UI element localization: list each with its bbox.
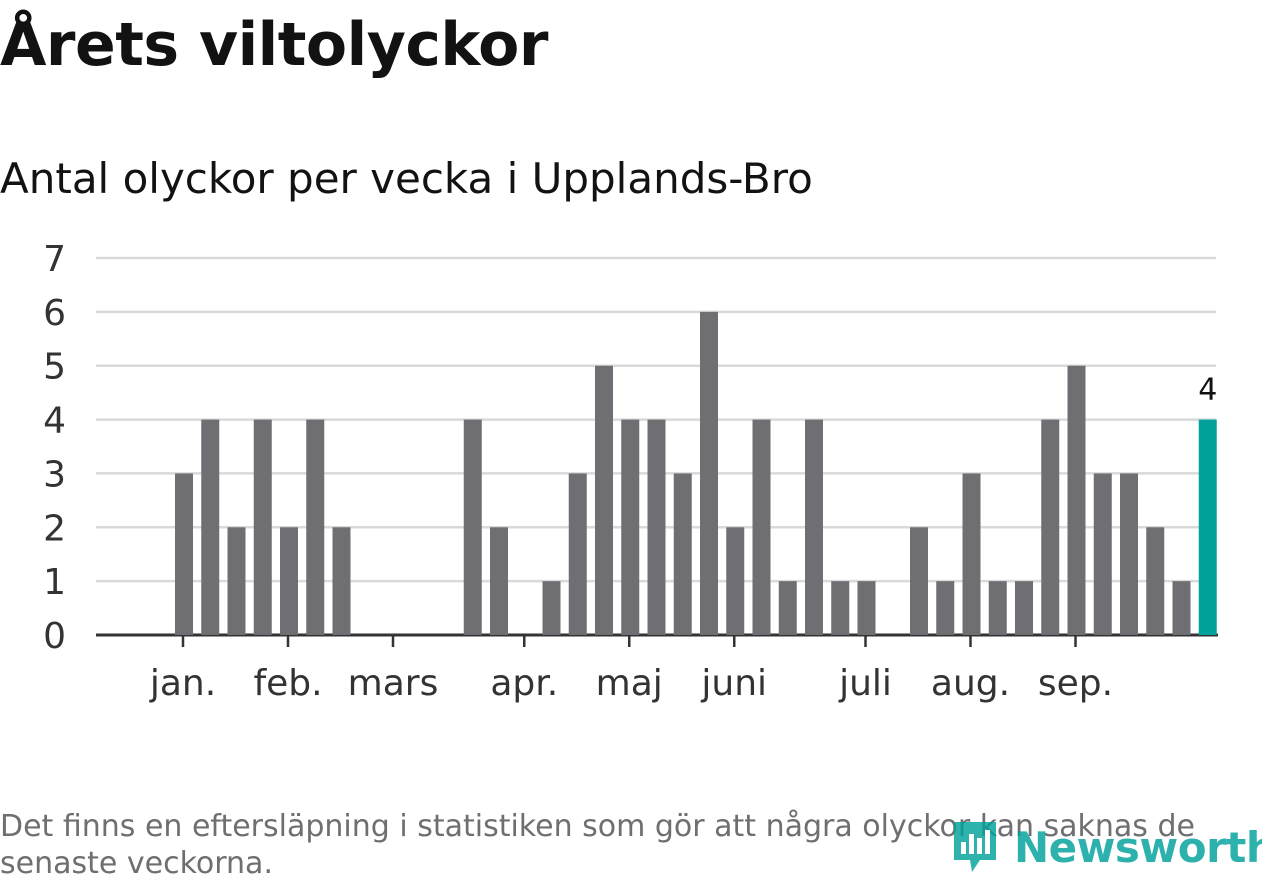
- x-tick-label-8: sep.: [1038, 663, 1113, 704]
- highlight-data-label: 4: [1198, 373, 1217, 408]
- x-tick-label-5: juni: [700, 663, 767, 704]
- bar-week-33: [962, 473, 981, 635]
- newsworthy-logo-icon: [954, 822, 996, 872]
- bar-week-41: [1172, 581, 1191, 635]
- bar-week-40: [1146, 527, 1165, 635]
- bar-week-24: [726, 527, 745, 635]
- bar-week-21: [647, 419, 666, 635]
- bar-week-29: [857, 581, 876, 635]
- chart-title: Årets viltolyckor: [0, 10, 549, 80]
- annotations: 4: [1198, 373, 1217, 408]
- bar-week-6: [253, 419, 272, 635]
- y-tick-label-5: 5: [43, 347, 66, 388]
- bar-week-15: [490, 527, 508, 635]
- bar-week-32: [936, 581, 955, 635]
- y-tick-label-2: 2: [43, 508, 66, 549]
- bar-week-37: [1067, 365, 1086, 635]
- y-tick-label-4: 4: [43, 401, 66, 442]
- x-tick-label-7: aug.: [931, 663, 1010, 704]
- bar-week-38: [1093, 473, 1112, 635]
- x-tick-label-3: apr.: [490, 663, 558, 704]
- bar-week-25: [752, 419, 771, 635]
- bar-week-31: [910, 527, 928, 635]
- bar-week-28: [831, 581, 850, 635]
- newsworthy-logo[interactable]: Newsworthy: [950, 818, 1262, 876]
- bar-chart: 0 1 2 3 4 5 6 7 jan. feb. mars apr. maj juni juli aug.…: [43, 239, 1218, 704]
- bar-week-27: [805, 419, 823, 635]
- newsworthy-logo-text: Newsworthy: [1014, 822, 1262, 872]
- bar-week-23: [700, 311, 718, 635]
- y-tick-label-7: 7: [43, 239, 66, 280]
- bar-week-22: [673, 473, 692, 635]
- bar-week-35: [1015, 581, 1033, 635]
- chart-subtitle: Antal olyckor per vecka i Upplands-Bro: [0, 154, 813, 203]
- bars: [175, 311, 1217, 635]
- x-tick-label-4: maj: [596, 663, 663, 704]
- bar-week-42: [1198, 419, 1217, 635]
- bar-week-9: [332, 527, 351, 635]
- x-tick-label-1: feb.: [253, 663, 322, 704]
- x-tick-label-2: mars: [348, 663, 439, 704]
- bar-week-5: [227, 527, 246, 635]
- bar-week-39: [1120, 473, 1138, 635]
- bar-week-26: [778, 581, 797, 635]
- x-axis-ticks: [181, 635, 1077, 647]
- bar-week-4: [201, 419, 220, 635]
- bar-week-17: [542, 581, 561, 635]
- x-tick-label-6: juli: [838, 663, 892, 704]
- bar-week-8: [306, 419, 325, 635]
- y-axis-tick-labels: 0 1 2 3 4 5 6 7: [43, 239, 66, 657]
- x-tick-label-0: jan.: [149, 663, 216, 704]
- bar-week-3: [175, 473, 193, 635]
- bar-week-36: [1041, 419, 1060, 635]
- bar-week-19: [595, 365, 613, 635]
- bar-week-20: [621, 419, 640, 635]
- y-tick-label-3: 3: [43, 454, 66, 495]
- bar-week-34: [988, 581, 1007, 635]
- y-tick-label-6: 6: [43, 293, 66, 334]
- y-tick-label-1: 1: [43, 562, 66, 603]
- bar-week-7: [280, 527, 298, 635]
- bar-week-14: [463, 419, 482, 635]
- bar-week-18: [568, 473, 587, 635]
- x-axis-tick-labels: jan. feb. mars apr. maj juni juli aug. sep.: [149, 663, 1113, 704]
- y-tick-label-0: 0: [43, 616, 66, 657]
